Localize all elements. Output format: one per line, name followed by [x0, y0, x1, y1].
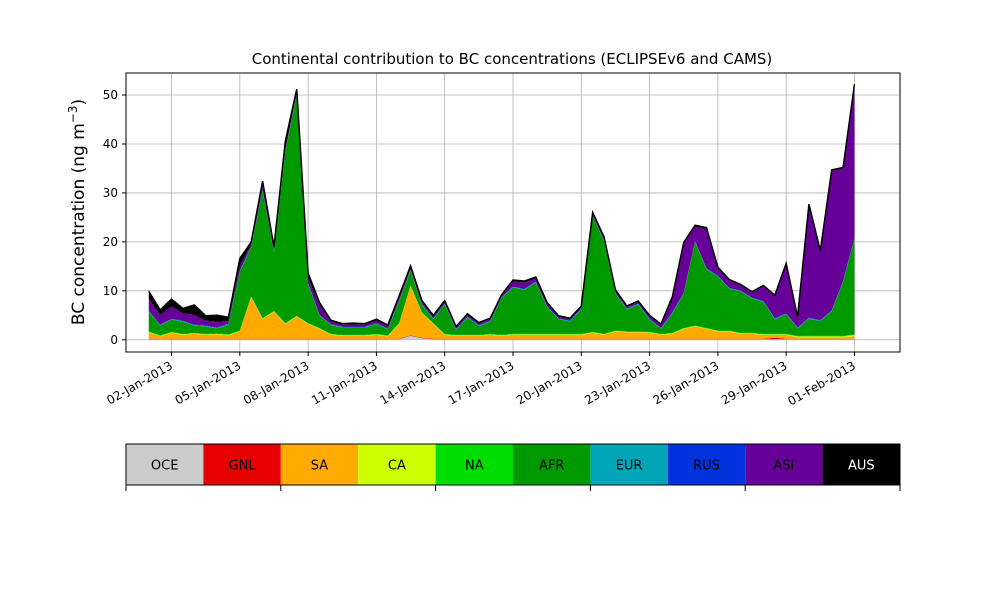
stacked-areas	[148, 84, 855, 340]
legend-swatch-eur	[590, 444, 668, 485]
legend-label-sa: SA	[311, 459, 328, 474]
legend-swatch-na	[435, 444, 513, 485]
legend-label-afr: AFR	[539, 459, 564, 474]
legend-swatch-asi	[745, 444, 823, 485]
y-axis: 0 10 20 30 40 50	[103, 88, 126, 347]
y-tick-label: 10	[103, 284, 118, 298]
y-tick-label: 30	[103, 186, 118, 200]
legend-label-eur: EUR	[616, 459, 643, 474]
legend-swatch-aus	[822, 444, 900, 485]
x-tick-label: 14-Jan-2013	[377, 358, 448, 407]
legend-label-gnl: GNL	[229, 459, 257, 474]
total-outline	[148, 84, 856, 328]
legend-label-aus: AUS	[848, 459, 875, 474]
legend-label-na: NA	[465, 459, 484, 474]
area-asi	[148, 86, 855, 329]
legend-label-asi: ASI	[773, 459, 794, 474]
y-tick-label: 20	[103, 235, 118, 249]
x-tick-label: 29-Jan-2013	[719, 358, 790, 407]
x-tick-label: 02-Jan-2013	[104, 358, 175, 407]
chart-title: Continental contribution to BC concentra…	[252, 50, 773, 68]
x-tick-label: 11-Jan-2013	[309, 358, 380, 407]
legend-label-oce: OCE	[151, 459, 179, 474]
x-axis: 02-Jan-201305-Jan-201308-Jan-201311-Jan-…	[104, 352, 858, 408]
legend-frame	[125, 443, 901, 486]
x-tick-label: 01-Feb-2013	[785, 358, 858, 408]
y-tick-label: 40	[103, 137, 118, 151]
region-colorbar: OCE GNL SA CA NA AFR EUR RUS ASI AUS	[125, 443, 901, 491]
x-tick-label: 26-Jan-2013	[651, 358, 722, 407]
y-axis-label: BC concentration (ng m−3)	[66, 99, 89, 325]
area-gnl	[148, 335, 855, 340]
x-tick-label: 08-Jan-2013	[241, 358, 312, 407]
legend-swatch-oce	[126, 444, 204, 485]
x-tick-label: 23-Jan-2013	[582, 358, 653, 407]
y-tick-label: 50	[103, 88, 118, 102]
x-tick-label: 20-Jan-2013	[514, 358, 585, 407]
legend-swatch-gnl	[203, 444, 281, 485]
x-tick-label: 17-Jan-2013	[446, 358, 517, 407]
y-tick-label: 0	[110, 333, 118, 347]
legend-swatch-afr	[513, 444, 591, 485]
legend-swatch-ca	[358, 444, 436, 485]
legend-label-rus: RUS	[693, 459, 720, 474]
x-tick-label: 05-Jan-2013	[173, 358, 244, 407]
area-afr	[148, 95, 855, 336]
area-oce	[148, 335, 855, 340]
legend-swatch-sa	[280, 444, 359, 485]
legend-swatch-rus	[667, 444, 746, 485]
legend-label-ca: CA	[388, 459, 406, 474]
total-line	[148, 84, 856, 328]
